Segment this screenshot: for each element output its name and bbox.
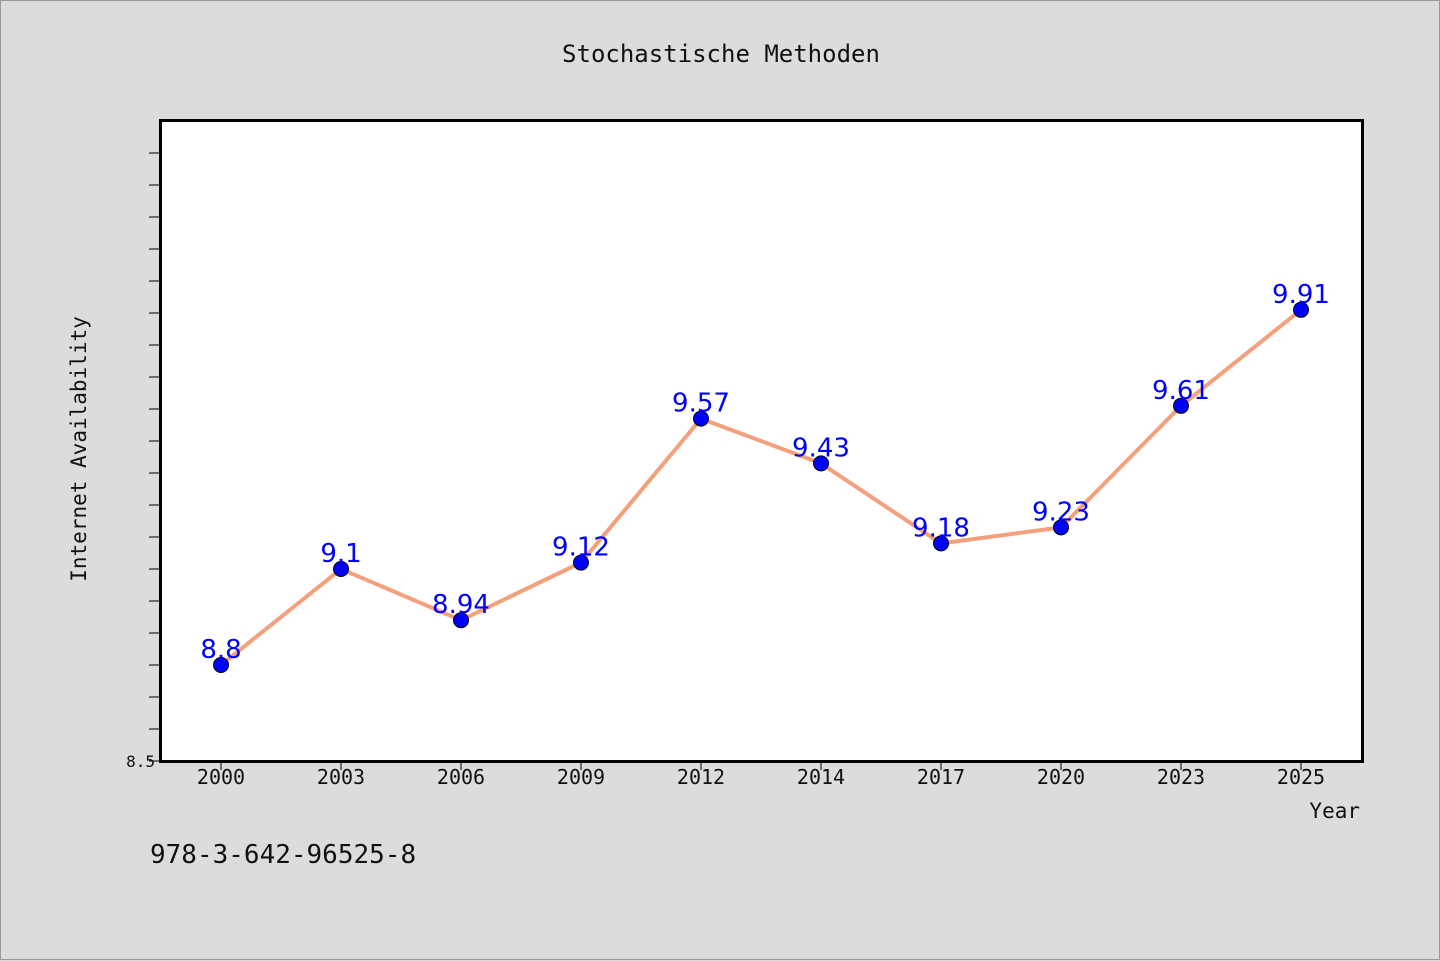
data-label: 9.91 [1272, 280, 1330, 310]
data-point [1173, 397, 1189, 414]
x-tick-label: 2003 [317, 765, 365, 789]
data-point [813, 455, 829, 472]
x-tick-label: 2025 [1277, 765, 1325, 789]
data-point [333, 561, 349, 577]
x-tick-label: 2017 [917, 765, 965, 789]
x-tick-label: 2020 [1037, 765, 1085, 789]
data-label: 8.8 [200, 635, 241, 665]
x-axis-ticks: 2000 2003 2006 2009 2012 2014 2017 2020 2023 2025 [197, 762, 1325, 789]
series-line [219, 307, 1303, 667]
data-point [1293, 301, 1309, 318]
x-axis-title: Year [1309, 799, 1360, 823]
data-labels: 8.8 9.1 8.94 9.12 9.57 9.43 9.18 9.23 9.61 9.91 [200, 280, 1330, 665]
y-axis-ticks: 8.5 [126, 152, 160, 771]
data-point [1053, 519, 1069, 536]
x-tick-label: 2006 [437, 765, 485, 789]
data-label: 9.61 [1152, 376, 1210, 406]
x-tick-label: 2012 [677, 765, 725, 789]
x-tick-label: 2000 [197, 765, 245, 789]
chart-title: Stochastische Methoden [562, 40, 880, 68]
data-point [693, 410, 709, 427]
data-point [453, 612, 469, 629]
data-label: 9.57 [672, 389, 730, 419]
y-axis-title: Internet Availability [67, 316, 91, 582]
data-label: 8.94 [432, 590, 490, 620]
data-label: 9.43 [792, 433, 850, 463]
x-tick-label: 2023 [1157, 765, 1205, 789]
series-layer [213, 301, 1309, 673]
x-tick-label: 2009 [557, 765, 605, 789]
data-label: 9.12 [552, 533, 610, 563]
y-tick-label: 8.5 [126, 752, 155, 771]
data-point [933, 535, 949, 552]
data-label: 9.1 [320, 539, 361, 569]
data-label: 9.23 [1032, 497, 1090, 527]
data-point [573, 554, 589, 571]
x-tick-label: 2014 [797, 765, 845, 789]
data-point [213, 657, 229, 673]
isbn-footer: 978-3-642-96525-8 [150, 840, 416, 870]
data-label: 9.18 [912, 513, 970, 543]
